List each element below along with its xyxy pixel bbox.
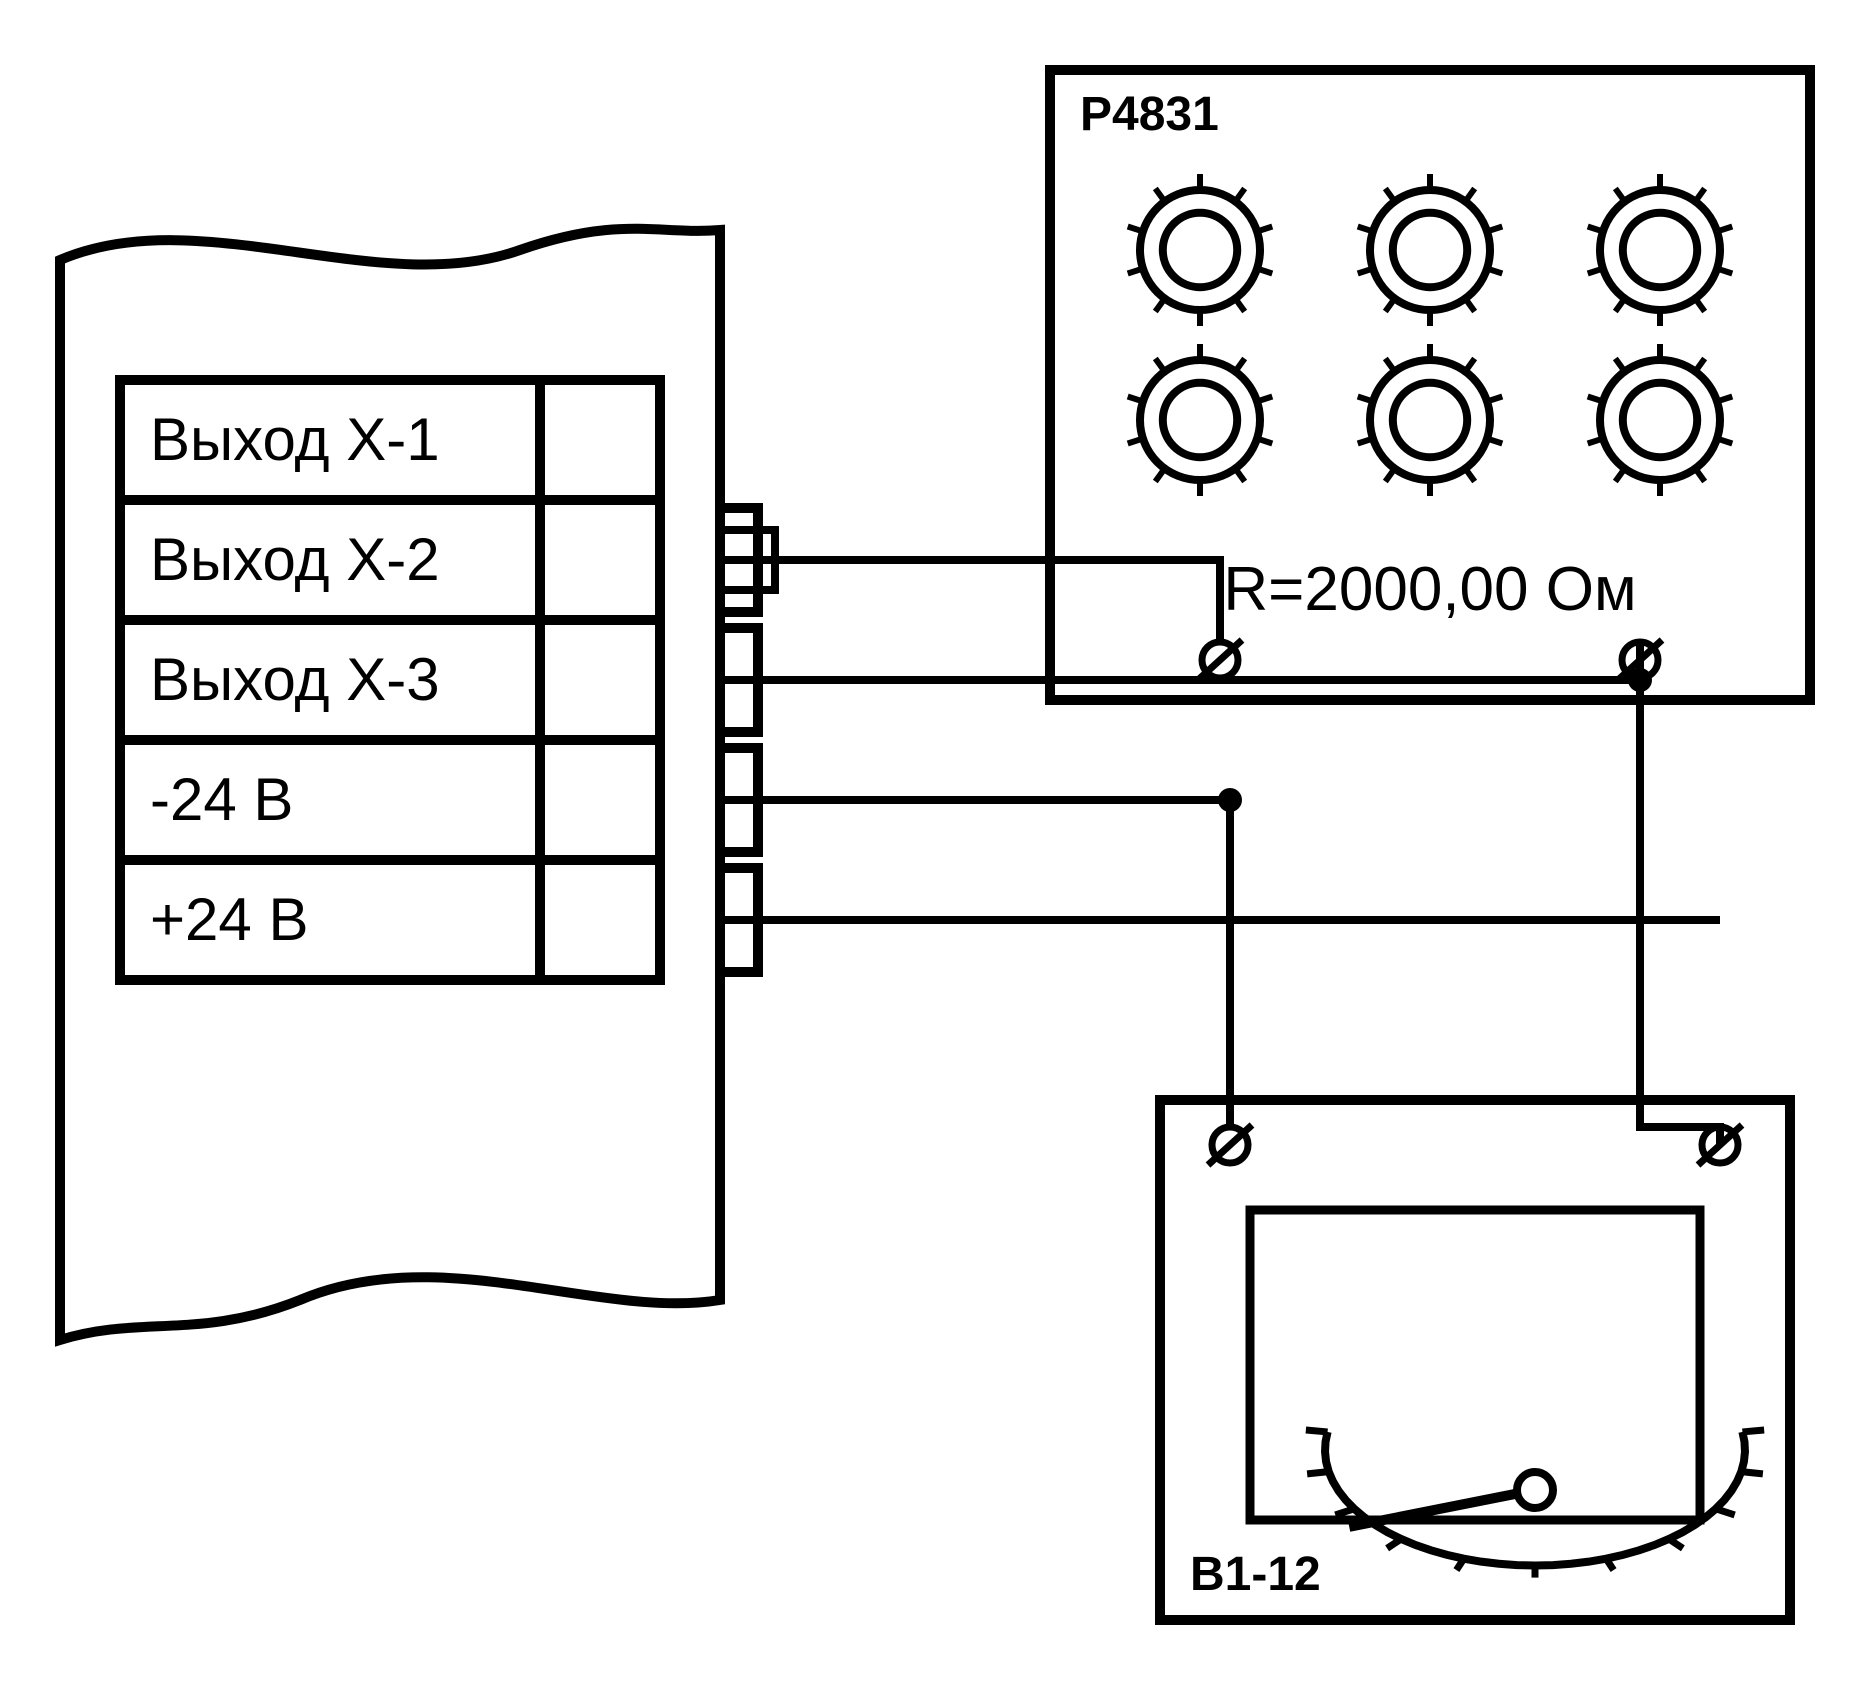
dial-icon (1358, 174, 1503, 326)
terminal-label: Выход Х-1 (150, 406, 440, 473)
voltmeter-model: В1-12 (1190, 1548, 1321, 1601)
resistance-value: R=2000,00 Ом (1223, 555, 1636, 624)
dial-icon (1588, 174, 1733, 326)
terminal-label: Выход Х-3 (150, 646, 440, 713)
dial-icon (1128, 174, 1273, 326)
resistor-box-model: P4831 (1080, 88, 1219, 141)
wire (720, 560, 1220, 642)
terminal-label: +24 В (150, 886, 308, 953)
terminal-label: -24 В (150, 766, 293, 833)
dial-icon (1128, 344, 1273, 496)
dial-icon (1588, 344, 1733, 496)
terminal-label: Выход Х-2 (150, 526, 440, 593)
terminal-block: Выход Х-1 Выход Х-2 Выход Х-3 -24 В +24 В (120, 380, 660, 980)
resistor-box: P4831 R=2000,00 Ом (1050, 70, 1810, 700)
voltmeter: В1-12 (1160, 1100, 1790, 1620)
meter-pivot (1517, 1472, 1553, 1508)
terminal-icon (1198, 640, 1242, 680)
dial-icon (1358, 344, 1503, 496)
wire (1640, 680, 1720, 1127)
terminal-icon (1208, 1125, 1252, 1165)
